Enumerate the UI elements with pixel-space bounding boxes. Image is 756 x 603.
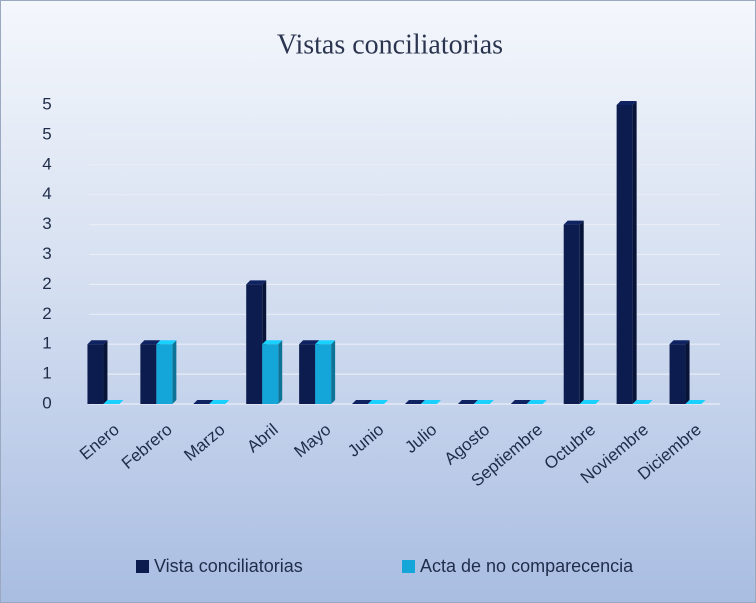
- y-tick-label: 2: [42, 304, 51, 323]
- y-tick-label: 0: [42, 393, 51, 412]
- y-tick-label: 5: [42, 94, 51, 113]
- bar-top: [579, 400, 600, 404]
- bar-top: [315, 340, 336, 345]
- bar: [156, 344, 173, 404]
- bar: [616, 105, 633, 404]
- legend-label: Acta de no comparecencia: [420, 556, 634, 576]
- chart-title: Vistas conciliatorias: [277, 29, 503, 60]
- y-tick-label: 2: [42, 274, 51, 293]
- legend-swatch: [402, 560, 415, 573]
- y-tick-label: 5: [42, 124, 51, 143]
- bar-top: [420, 400, 441, 404]
- y-tick-label: 1: [42, 334, 51, 353]
- bar-top: [193, 400, 214, 404]
- bar: [87, 344, 104, 404]
- bar-side: [685, 340, 690, 404]
- bar-top: [685, 400, 706, 404]
- bar: [140, 344, 157, 404]
- bar-top: [368, 400, 389, 404]
- bar-side: [103, 340, 108, 404]
- bar-side: [172, 340, 177, 404]
- bar-top: [87, 340, 108, 345]
- bar-top: [457, 400, 478, 404]
- legend-swatch: [136, 560, 149, 573]
- bar: [669, 344, 686, 404]
- bar: [299, 344, 316, 404]
- bar-top: [209, 400, 230, 404]
- legend-label: Vista conciliatorias: [154, 556, 303, 576]
- bar-top: [526, 400, 547, 404]
- bar: [563, 224, 580, 404]
- bar-top: [632, 400, 653, 404]
- y-tick-label: 3: [42, 244, 51, 263]
- bar-top: [140, 340, 161, 345]
- bar-top: [563, 220, 584, 225]
- y-tick-label: 4: [42, 184, 51, 203]
- y-tick-label: 3: [42, 214, 51, 233]
- bar-top: [473, 400, 494, 404]
- bar-top: [246, 280, 267, 285]
- y-tick-label: 4: [42, 154, 51, 173]
- bar-side: [278, 340, 283, 404]
- bar: [246, 284, 263, 404]
- bar-top: [299, 340, 320, 345]
- bar-top: [510, 400, 531, 404]
- bar-top: [404, 400, 425, 404]
- y-tick-label: 1: [42, 364, 51, 383]
- bar: [315, 344, 332, 404]
- bar-side: [331, 340, 336, 404]
- bar-top: [669, 340, 690, 345]
- bar-top: [352, 400, 373, 404]
- bar-top: [616, 101, 637, 105]
- bar: [262, 344, 279, 404]
- bar-top: [262, 340, 283, 345]
- bar-top: [156, 340, 177, 345]
- bar-side: [632, 101, 637, 404]
- bar-side: [579, 220, 584, 404]
- bar-top: [103, 400, 124, 404]
